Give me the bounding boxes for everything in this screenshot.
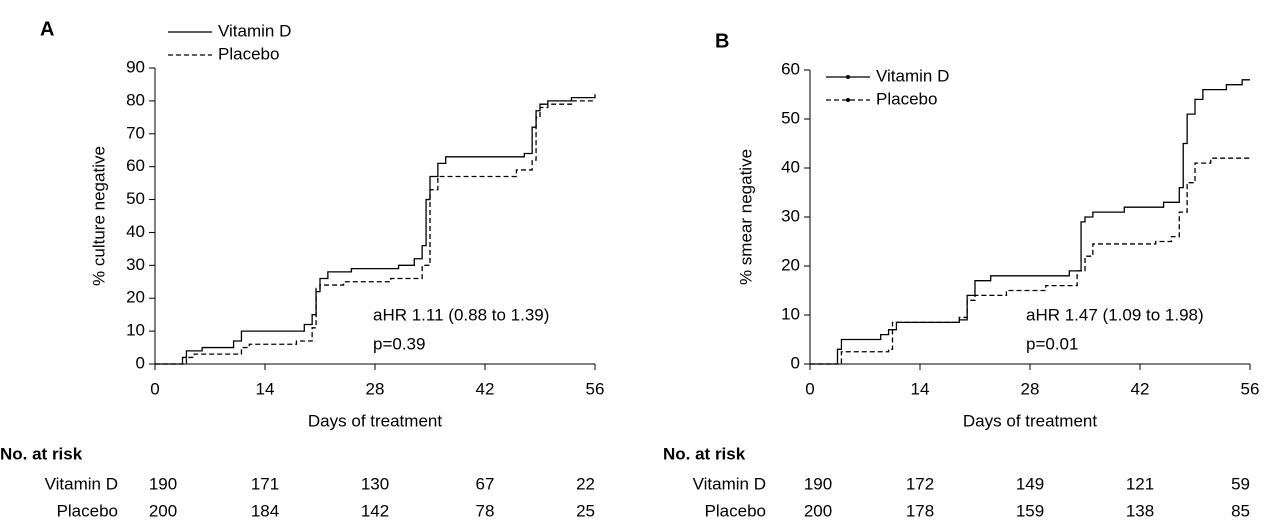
risk-table-title: No. at risk (0, 444, 83, 463)
risk-count: 138 (1126, 501, 1154, 520)
y-axis-label: % culture negative (89, 146, 108, 286)
y-tick-label: 70 (126, 123, 145, 142)
x-tick-label: 0 (150, 379, 159, 398)
panel-label: B (715, 30, 729, 52)
risk-count: 190 (804, 474, 832, 493)
y-tick-label: 30 (781, 206, 800, 225)
annotation: p=0.39 (373, 334, 425, 353)
risk-row-name: Placebo (705, 501, 766, 520)
risk-count: 200 (149, 501, 177, 520)
y-tick-label: 40 (126, 222, 145, 241)
y-tick-label: 10 (126, 321, 145, 340)
risk-count: 159 (1016, 501, 1044, 520)
x-tick-label: 56 (586, 379, 605, 398)
annotation: p=0.01 (1026, 334, 1078, 353)
annotation: aHR 1.47 (1.09 to 1.98) (1026, 305, 1204, 324)
x-axis-label: Days of treatment (963, 411, 1097, 430)
y-tick-label: 90 (126, 57, 145, 76)
legend-marker (846, 98, 850, 102)
y-tick-label: 0 (791, 353, 800, 372)
legend-label: Placebo (876, 89, 937, 108)
risk-count: 78 (476, 501, 495, 520)
risk-count: 200 (804, 501, 832, 520)
risk-count: 149 (1016, 474, 1044, 493)
x-tick-label: 28 (366, 379, 385, 398)
y-tick-label: 60 (781, 59, 800, 78)
legend-label: Vitamin D (876, 66, 949, 85)
risk-count: 25 (576, 501, 595, 520)
x-tick-label: 56 (1241, 379, 1260, 398)
y-tick-label: 50 (781, 108, 800, 127)
risk-count: 130 (361, 474, 389, 493)
risk-count: 171 (251, 474, 279, 493)
x-tick-label: 42 (1131, 379, 1150, 398)
y-tick-label: 60 (126, 156, 145, 175)
risk-count: 178 (906, 501, 934, 520)
risk-count: 59 (1231, 474, 1250, 493)
legend-label: Vitamin D (218, 21, 291, 40)
panel-label: A (40, 18, 54, 40)
risk-table-title: No. at risk (663, 444, 746, 463)
x-tick-label: 28 (1021, 379, 1040, 398)
risk-count: 85 (1231, 501, 1250, 520)
x-axis-label: Days of treatment (308, 411, 442, 430)
survival-curve (810, 157, 1250, 365)
annotation: aHR 1.11 (0.88 to 1.39) (373, 305, 549, 324)
legend-marker (846, 75, 850, 79)
risk-count: 121 (1126, 474, 1154, 493)
legend-label: Placebo (218, 44, 279, 63)
risk-row-name: Vitamin D (693, 474, 766, 493)
y-tick-label: 0 (136, 353, 145, 372)
x-tick-label: 14 (911, 379, 930, 398)
y-tick-label: 30 (126, 255, 145, 274)
y-tick-label: 10 (781, 304, 800, 323)
risk-count: 172 (906, 474, 934, 493)
y-tick-label: 50 (126, 189, 145, 208)
y-tick-label: 20 (126, 288, 145, 307)
y-tick-label: 40 (781, 157, 800, 176)
risk-count: 184 (251, 501, 279, 520)
x-tick-label: 42 (476, 379, 495, 398)
x-tick-label: 14 (256, 379, 275, 398)
risk-row-name: Placebo (57, 501, 118, 520)
risk-count: 22 (576, 474, 595, 493)
y-tick-label: 20 (781, 255, 800, 274)
risk-count: 67 (476, 474, 495, 493)
risk-row-name: Vitamin D (45, 474, 118, 493)
y-axis-label: % smear negative (736, 149, 755, 285)
risk-count: 142 (361, 501, 389, 520)
y-tick-label: 80 (126, 90, 145, 109)
x-tick-label: 0 (805, 379, 814, 398)
survival-curve (810, 79, 1250, 365)
risk-count: 190 (149, 474, 177, 493)
survival-curve (155, 100, 595, 365)
